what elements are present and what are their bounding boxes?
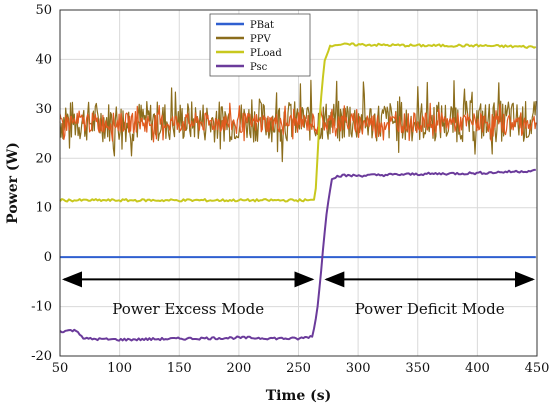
y-tick-label: 20: [35, 151, 52, 166]
y-tick-label: 50: [35, 3, 52, 18]
x-tick-label: 300: [346, 361, 371, 376]
x-tick-label: 250: [286, 361, 311, 376]
x-tick-label: 150: [167, 361, 192, 376]
legend-entry: PBat: [250, 20, 274, 31]
y-tick-label: 0: [44, 250, 52, 265]
x-tick-label: 350: [405, 361, 430, 376]
x-tick-label: 100: [107, 361, 132, 376]
x-axis-title: Time (s): [266, 388, 331, 404]
y-tick-label: -20: [31, 349, 52, 364]
series-line-pload: [59, 42, 537, 203]
annotations: Power Excess Mode Power Deficit Mode: [62, 271, 535, 318]
x-tick-label: 400: [465, 361, 490, 376]
y-tick-label: 10: [35, 201, 52, 216]
x-tick-label: 200: [226, 361, 251, 376]
y-tick-label: 30: [35, 102, 52, 117]
series-line-unnamed: [59, 102, 537, 143]
series-line-psc: [59, 168, 536, 342]
mode-label: Power Excess Mode: [112, 300, 264, 318]
legend-entry: PPV: [250, 34, 271, 45]
series-lines: [59, 42, 537, 342]
tick-labels: 50 100 150 200 250 300 350 400 450 -20 -10 0 10 20 30 4…: [31, 3, 549, 376]
y-tick-label: -10: [31, 300, 52, 315]
legend: PBat PPV PLoad Psc: [209, 13, 311, 77]
mode-label: Power Deficit Mode: [355, 300, 505, 318]
plot-frame: [59, 9, 538, 357]
x-tick-label: 50: [52, 361, 69, 376]
x-tick-label: 450: [525, 361, 550, 376]
legend-entry: PLoad: [250, 48, 282, 59]
y-axis-title: Power (W): [5, 142, 21, 224]
legend-entry: Psc: [250, 62, 268, 73]
y-tick-label: 40: [35, 52, 52, 67]
